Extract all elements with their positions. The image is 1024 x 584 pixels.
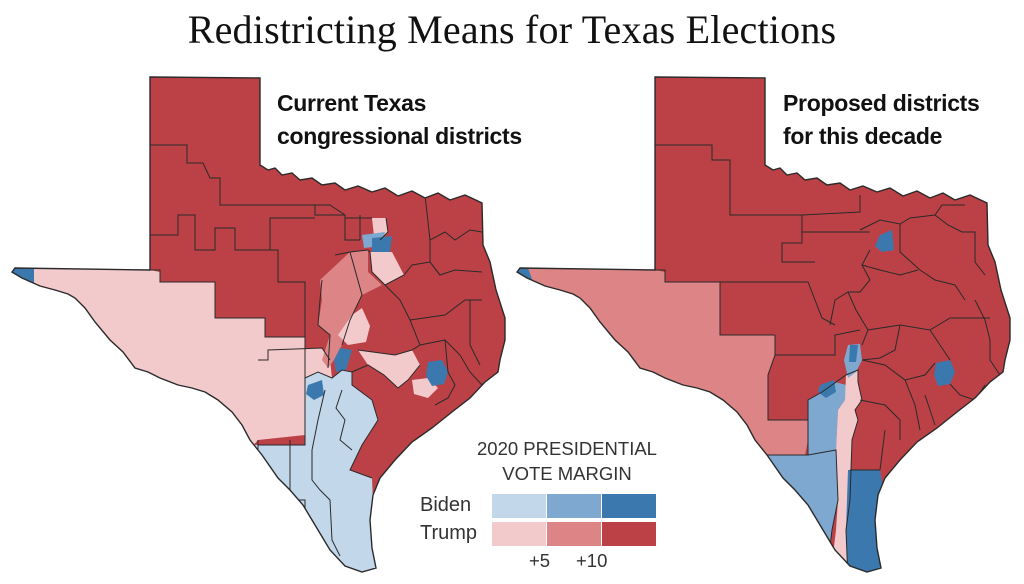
current-map-label-line-1: Current Texas (277, 90, 427, 116)
legend-swatch-trump-mid (547, 522, 601, 546)
district-houston-west (358, 350, 420, 388)
legend-title-line-1: 2020 PRESIDENTIAL (477, 438, 657, 459)
legend-title-line-2: VOTE MARGIN (502, 463, 632, 484)
district-central-corridor (318, 250, 382, 368)
district-houston (934, 360, 955, 386)
district-hill-country (258, 348, 332, 390)
legend-trump-label: Trump (420, 522, 478, 544)
district-austin-core (849, 345, 858, 362)
legend-tick-5: +5 (529, 550, 551, 571)
district-coastal-south (846, 470, 895, 572)
current-map-label: Current Texas congressional districts (277, 87, 522, 153)
legend-swatch-biden-mid (547, 494, 601, 518)
district-dallas-south (370, 252, 404, 285)
proposed-map-label-line-2: for this decade (783, 123, 943, 149)
proposed-map-label: Proposed districts for this decade (783, 87, 980, 153)
legend-swatch-trump-light (492, 522, 546, 546)
district-austin-north (338, 308, 370, 345)
district-houston (426, 360, 448, 386)
proposed-map-label-line-1: Proposed districts (783, 90, 980, 116)
district-south-texas-strip (830, 370, 862, 572)
legend-swatch-biden-strong (602, 494, 656, 518)
legend-swatch-biden-light (492, 494, 546, 518)
proposed-district-borders (655, 144, 1001, 572)
page-title: Redistricting Means for Texas Elections (187, 7, 837, 52)
current-map-label-line-2: congressional districts (277, 123, 522, 149)
legend-title: 2020 PRESIDENTIAL VOTE MARGIN (448, 436, 686, 486)
legend-swatch-trump-strong (602, 522, 656, 546)
legend-tick-10: +10 (576, 550, 608, 571)
legend-biden-label: Biden (420, 494, 472, 516)
district-dfw-b (372, 236, 392, 252)
district-austin (334, 348, 352, 372)
district-san-antonio (306, 380, 324, 400)
district-dallas (875, 230, 894, 252)
